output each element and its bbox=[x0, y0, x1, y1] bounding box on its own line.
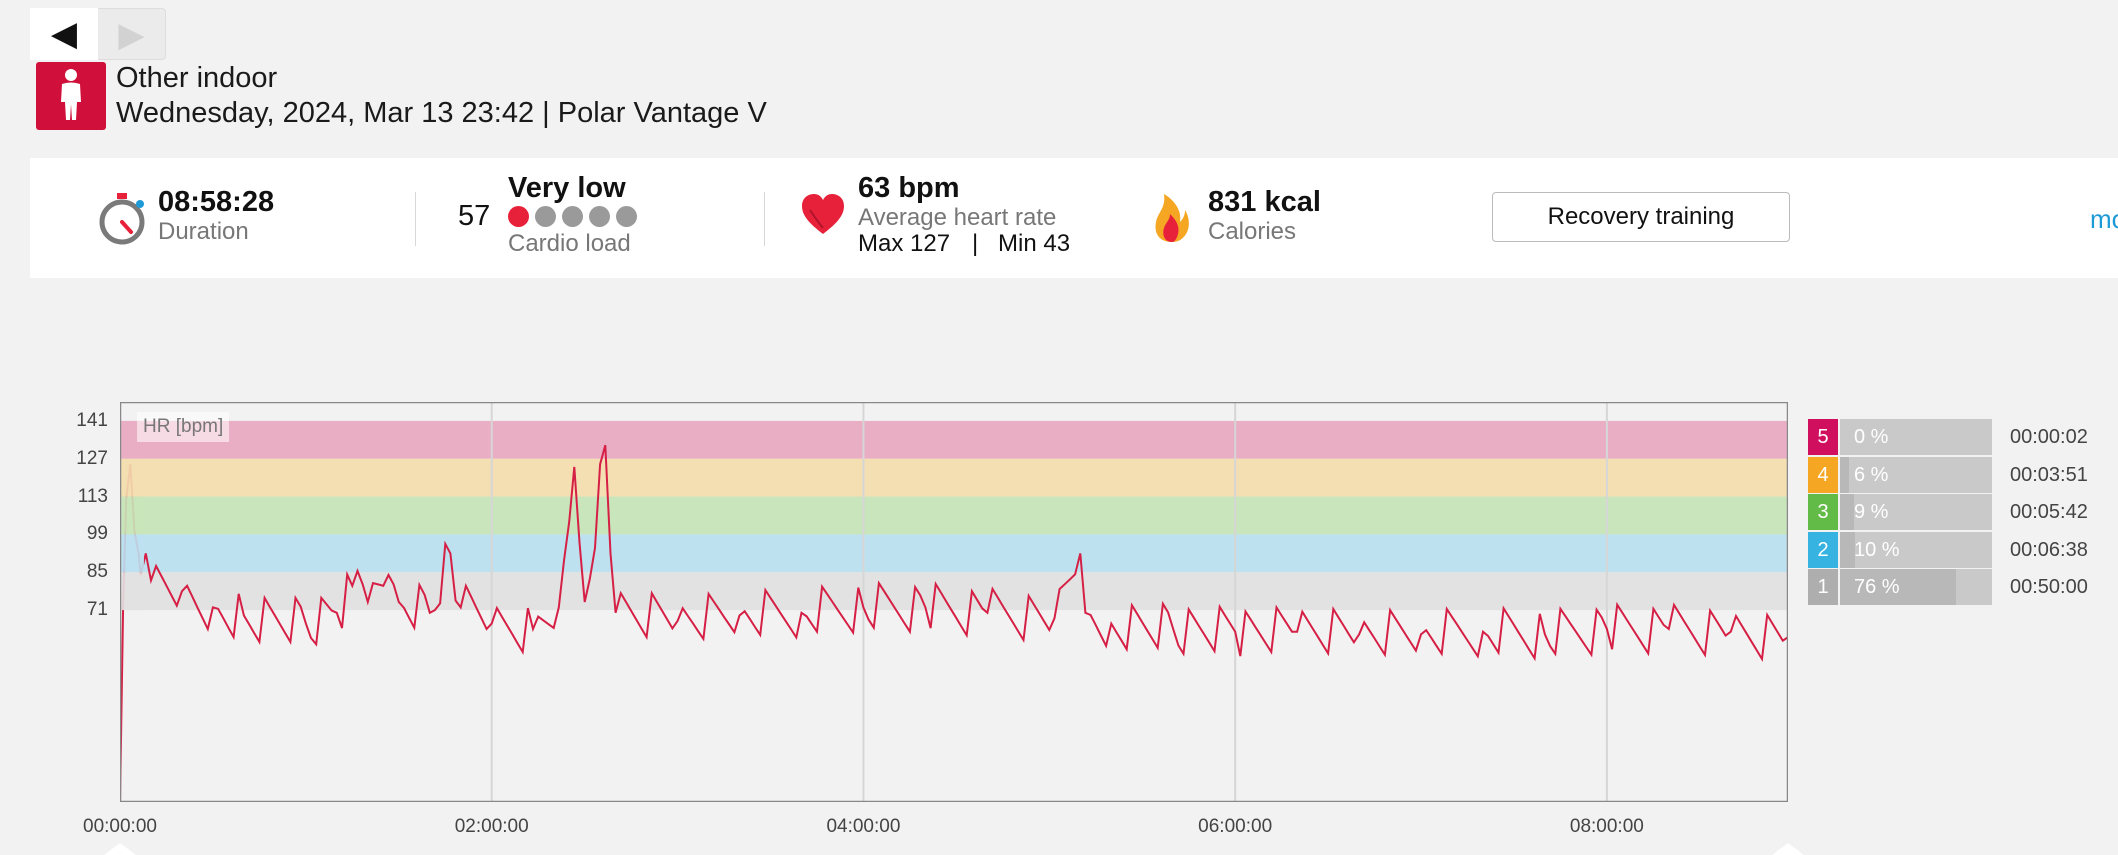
cardio-dot bbox=[535, 206, 556, 227]
session-subtitle: Wednesday, 2024, Mar 13 23:42 | Polar Va… bbox=[116, 97, 767, 129]
hr-label: Average heart rate bbox=[858, 204, 1057, 231]
zone-row-4[interactable]: 4 6 % bbox=[1808, 456, 1992, 493]
zone-bar-fill bbox=[1840, 569, 1956, 605]
zone-bar: 0 % bbox=[1840, 419, 1992, 455]
hr-min: Min 43 bbox=[998, 230, 1071, 257]
y-tick-label: 71 bbox=[86, 599, 108, 621]
training-benefit-button[interactable]: Recovery training bbox=[1492, 192, 1790, 242]
zone-band-2 bbox=[120, 534, 1788, 573]
x-tick-label: 04:00:00 bbox=[826, 816, 901, 837]
zone-time: 00:03:51 bbox=[2010, 463, 2088, 486]
start-zone-strip bbox=[122, 534, 144, 573]
zone-time: 00:50:00 bbox=[2010, 576, 2088, 598]
y-tick-label: 99 bbox=[86, 523, 108, 545]
start-zone-strip bbox=[122, 496, 144, 535]
zone-row-2[interactable]: 2 10 % bbox=[1808, 531, 1992, 568]
chart-label: HR [bpm] bbox=[137, 412, 230, 442]
range-handle-right[interactable] bbox=[1772, 843, 1804, 855]
chart-frame bbox=[120, 402, 1788, 802]
cardio-dot bbox=[562, 206, 583, 227]
zone-bar: 76 % bbox=[1840, 569, 1992, 605]
hr-value: 63 bpm bbox=[858, 172, 960, 204]
zone-percent: 76 % bbox=[1854, 576, 1900, 598]
zone-time: 00:00:02 bbox=[2010, 426, 2088, 448]
zone-number: 5 bbox=[1808, 419, 1838, 455]
cardio-dot bbox=[589, 206, 610, 227]
zone-bar: 9 % bbox=[1840, 494, 1992, 530]
zone-percent: 6 % bbox=[1854, 463, 1889, 486]
heart-rate-chart bbox=[120, 402, 1788, 802]
cardio-label: Cardio load bbox=[508, 230, 631, 257]
zone-percent: 9 % bbox=[1854, 501, 1889, 523]
divider bbox=[415, 192, 416, 246]
stopwatch-icon bbox=[99, 193, 145, 245]
back-arrow-icon[interactable]: ◀ bbox=[30, 8, 98, 60]
hr-max: Max 127 bbox=[858, 230, 951, 257]
x-tick-label: 06:00:00 bbox=[1198, 816, 1273, 837]
x-tick-label: 08:00:00 bbox=[1569, 816, 1644, 837]
x-tick-label: 02:00:00 bbox=[454, 816, 529, 837]
cardio-dot bbox=[508, 206, 529, 227]
range-handle-left[interactable] bbox=[104, 843, 136, 855]
zone-percent: 0 % bbox=[1854, 426, 1889, 448]
zone-band-1 bbox=[120, 572, 1788, 611]
zone-number: 4 bbox=[1808, 456, 1838, 493]
zone-number: 1 bbox=[1808, 569, 1838, 605]
forward-arrow-icon[interactable]: ▶ bbox=[98, 8, 166, 60]
calories-value: 831 kcal bbox=[1208, 186, 1321, 218]
start-zone-strip bbox=[122, 572, 144, 611]
y-tick-label: 85 bbox=[86, 561, 108, 583]
flame-icon bbox=[1155, 194, 1189, 242]
hr-series-line bbox=[120, 444, 1788, 802]
zone-bar-fill bbox=[1840, 531, 1856, 568]
zone-band-4 bbox=[120, 458, 1788, 497]
zone-row-1[interactable]: 1 76 % bbox=[1808, 569, 1992, 605]
duration-value: 08:58:28 bbox=[158, 186, 275, 218]
navigation-arrows: ◀ ▶ bbox=[30, 8, 166, 60]
session-title: Other indoor bbox=[116, 62, 278, 94]
zone-number: 3 bbox=[1808, 494, 1838, 530]
start-zone-strip bbox=[122, 458, 144, 497]
divider bbox=[764, 192, 765, 246]
zone-percent: 10 % bbox=[1854, 538, 1900, 561]
x-tick-label: 00:00:00 bbox=[83, 816, 157, 837]
zone-time: 00:05:42 bbox=[2010, 501, 2088, 523]
cardio-score: 57 bbox=[458, 200, 491, 232]
person-icon bbox=[36, 62, 106, 130]
y-tick-label: 141 bbox=[76, 409, 108, 431]
zone-time: 00:06:38 bbox=[2010, 538, 2088, 561]
summary-panel: 08:58:28 Duration 57 Very low Cardio loa… bbox=[30, 158, 2118, 278]
more-link[interactable]: mo bbox=[2090, 204, 2118, 234]
zone-row-5[interactable]: 5 0 % bbox=[1808, 419, 1992, 455]
zone-bar: 10 % bbox=[1840, 531, 1992, 568]
hr-separator: | bbox=[972, 230, 979, 257]
y-tick-label: 127 bbox=[76, 447, 108, 469]
cardio-level: Very low bbox=[508, 172, 626, 204]
zone-bar-fill bbox=[1840, 456, 1850, 493]
zone-number: 2 bbox=[1808, 531, 1838, 568]
y-tick-label: 113 bbox=[77, 485, 108, 507]
zone-bar-fill bbox=[1840, 494, 1854, 530]
cardio-dot bbox=[616, 206, 637, 227]
calories-label: Calories bbox=[1208, 218, 1297, 245]
zone-row-3[interactable]: 3 9 % bbox=[1808, 494, 1992, 530]
duration-label: Duration bbox=[158, 218, 249, 245]
zone-bar: 6 % bbox=[1840, 456, 1992, 493]
zone-band-3 bbox=[120, 496, 1788, 535]
zone-band-5 bbox=[120, 420, 1788, 459]
heart-icon bbox=[802, 194, 844, 234]
